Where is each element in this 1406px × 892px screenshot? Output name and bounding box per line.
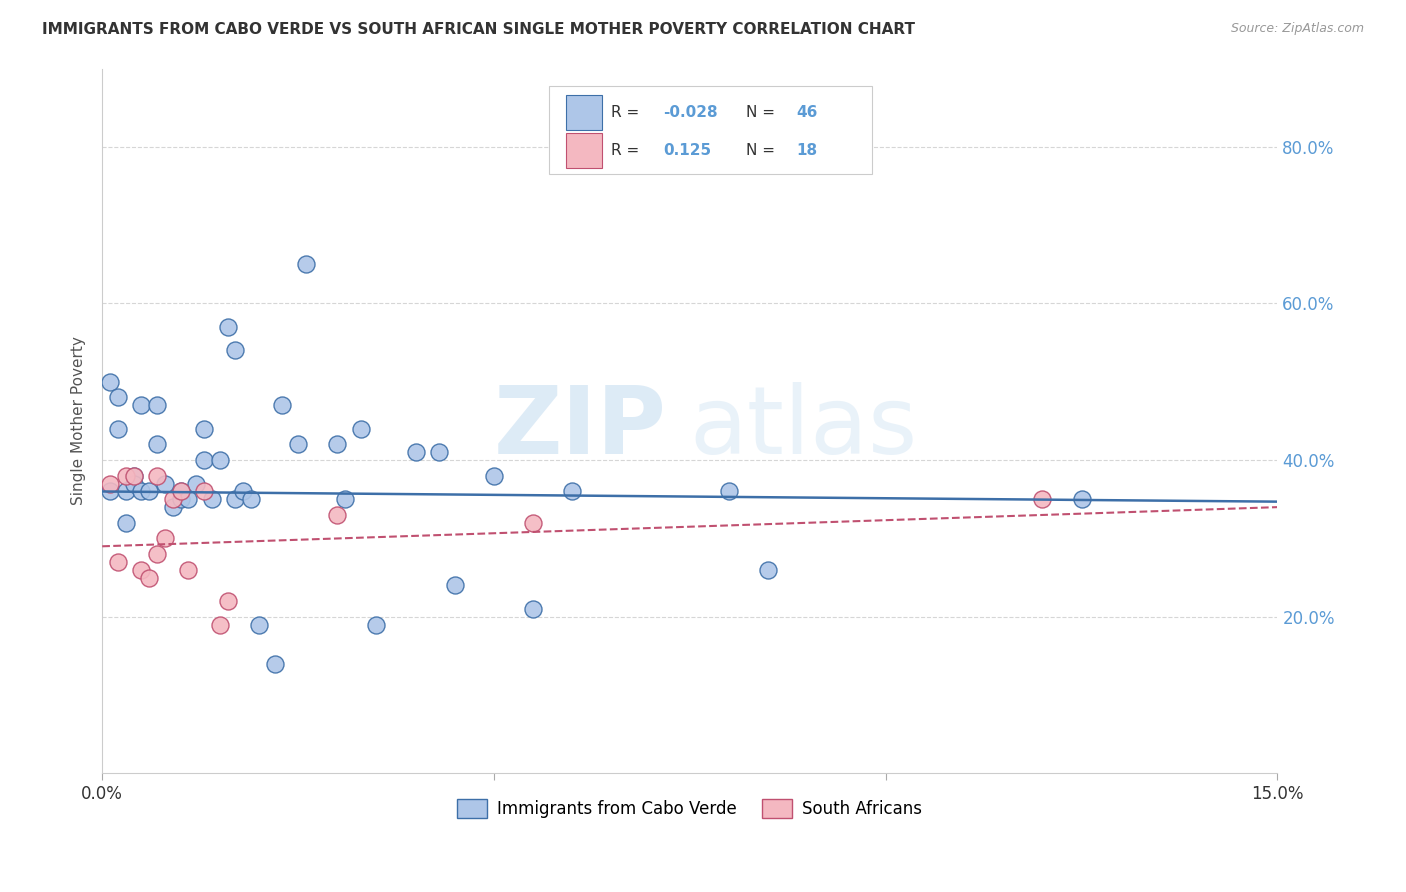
Point — [122, 468, 145, 483]
Text: atlas: atlas — [690, 382, 918, 474]
Point — [217, 594, 239, 608]
Point — [240, 492, 263, 507]
Point — [263, 657, 285, 671]
Point — [287, 437, 309, 451]
Point — [146, 437, 169, 451]
Point — [107, 555, 129, 569]
Point — [114, 516, 136, 530]
Point — [756, 563, 779, 577]
Point — [193, 484, 215, 499]
Point — [153, 476, 176, 491]
Text: R =: R = — [612, 105, 640, 120]
Point — [333, 492, 356, 507]
Legend: Immigrants from Cabo Verde, South Africans: Immigrants from Cabo Verde, South Africa… — [451, 792, 929, 825]
Point — [169, 484, 191, 499]
Point — [146, 468, 169, 483]
Point — [122, 468, 145, 483]
Point — [1031, 492, 1053, 507]
Point — [146, 398, 169, 412]
Point — [169, 484, 191, 499]
Point — [224, 492, 246, 507]
Point — [122, 476, 145, 491]
Point — [153, 532, 176, 546]
Point — [131, 563, 153, 577]
Point — [427, 445, 450, 459]
Point — [522, 602, 544, 616]
FancyBboxPatch shape — [548, 87, 872, 174]
Point — [366, 617, 388, 632]
Point — [295, 257, 318, 271]
Point — [717, 484, 740, 499]
Point — [131, 484, 153, 499]
Point — [482, 468, 505, 483]
Point — [177, 492, 200, 507]
Point — [138, 484, 160, 499]
Point — [177, 563, 200, 577]
Text: 0.125: 0.125 — [662, 143, 711, 158]
Point — [107, 391, 129, 405]
Point — [169, 492, 191, 507]
Point — [193, 453, 215, 467]
Point — [193, 422, 215, 436]
Text: N =: N = — [747, 105, 775, 120]
Point — [1070, 492, 1092, 507]
Point — [208, 453, 231, 467]
Point — [232, 484, 254, 499]
Point — [405, 445, 427, 459]
Text: Source: ZipAtlas.com: Source: ZipAtlas.com — [1230, 22, 1364, 36]
Point — [186, 476, 208, 491]
Point — [443, 578, 465, 592]
Text: 18: 18 — [797, 143, 818, 158]
Point — [224, 343, 246, 358]
Point — [146, 547, 169, 561]
Point — [326, 508, 349, 522]
Point — [271, 398, 294, 412]
Point — [247, 617, 270, 632]
Text: ZIP: ZIP — [494, 382, 666, 474]
Point — [98, 484, 121, 499]
Point — [162, 492, 184, 507]
Y-axis label: Single Mother Poverty: Single Mother Poverty — [72, 336, 86, 506]
Text: N =: N = — [747, 143, 775, 158]
FancyBboxPatch shape — [567, 133, 602, 168]
Text: R =: R = — [612, 143, 640, 158]
Point — [114, 484, 136, 499]
Point — [98, 476, 121, 491]
Point — [561, 484, 583, 499]
Point — [114, 468, 136, 483]
Point — [107, 422, 129, 436]
Point — [217, 320, 239, 334]
Point — [138, 571, 160, 585]
Point — [326, 437, 349, 451]
Text: IMMIGRANTS FROM CABO VERDE VS SOUTH AFRICAN SINGLE MOTHER POVERTY CORRELATION CH: IMMIGRANTS FROM CABO VERDE VS SOUTH AFRI… — [42, 22, 915, 37]
Text: 46: 46 — [797, 105, 818, 120]
FancyBboxPatch shape — [567, 95, 602, 130]
Point — [522, 516, 544, 530]
Text: -0.028: -0.028 — [662, 105, 717, 120]
Point — [208, 617, 231, 632]
Point — [162, 500, 184, 515]
Point — [201, 492, 224, 507]
Point — [350, 422, 373, 436]
Point — [131, 398, 153, 412]
Point — [98, 375, 121, 389]
